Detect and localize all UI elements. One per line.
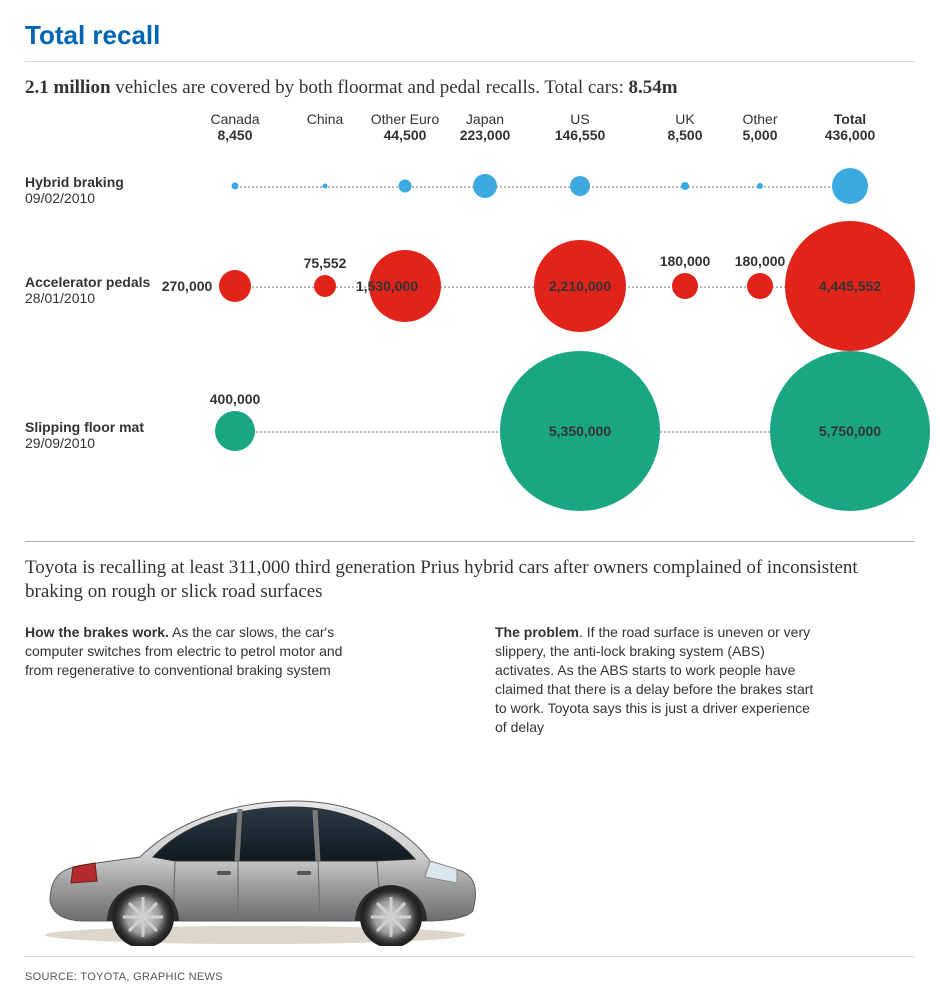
column-value: 146,550 <box>540 127 620 144</box>
bubble-value: 5,750,000 <box>819 423 881 439</box>
bubble <box>570 176 590 196</box>
column-name: Other Euro <box>365 111 445 128</box>
column-name: Canada <box>195 111 275 128</box>
row-date: 09/02/2010 <box>25 190 124 207</box>
bubble-value: 400,000 <box>210 391 261 407</box>
intro-rest: vehicles are covered by both floormat an… <box>111 77 629 98</box>
bubble-value: 75,552 <box>304 255 347 271</box>
page-title: Total recall <box>25 20 915 51</box>
bubble <box>747 273 773 299</box>
divider <box>25 61 915 62</box>
row-name: Slipping floor mat <box>25 419 144 436</box>
column-value: 223,000 <box>445 127 525 144</box>
column-header: Total436,000 <box>810 111 890 145</box>
right-column: The problem. If the road surface is unev… <box>495 623 825 736</box>
column-name: US <box>540 111 620 128</box>
bubble-value: 180,000 <box>735 253 786 269</box>
bubble <box>399 179 412 192</box>
column-header: US146,550 <box>540 111 620 145</box>
column-name: Total <box>810 111 890 128</box>
bubble <box>681 182 689 190</box>
row-label: Accelerator pedals28/01/2010 <box>25 274 150 308</box>
bubble <box>832 168 868 204</box>
source-text: SOURCE: TOYOTA, GRAPHIC NEWS <box>25 971 915 983</box>
column-value: 5,000 <box>720 127 800 144</box>
bubble <box>323 183 328 188</box>
bubble-value: 4,445,552 <box>819 278 881 294</box>
column-name: UK <box>645 111 725 128</box>
intro-lead: 2.1 million <box>25 77 111 98</box>
left-column: How the brakes work. As the car slows, t… <box>25 623 355 736</box>
column-header: Japan223,000 <box>445 111 525 145</box>
divider <box>25 956 915 957</box>
bubble <box>314 275 336 297</box>
column-name: Japan <box>445 111 525 128</box>
column-name: Other <box>720 111 800 128</box>
sub-intro: Toyota is recalling at least 311,000 thi… <box>25 556 915 605</box>
bubble <box>219 270 251 302</box>
right-col-body: . If the road surface is uneven or very … <box>495 624 813 734</box>
column-header: Canada8,450 <box>195 111 275 145</box>
left-col-head: How the brakes work. <box>25 624 169 640</box>
row-date: 28/01/2010 <box>25 290 150 307</box>
bubble <box>757 183 763 189</box>
bubble-chart: Canada8,450 ChinaOther Euro44,500Japan223… <box>25 111 915 531</box>
row-date: 29/09/2010 <box>25 435 144 452</box>
intro-text: 2.1 million vehicles are covered by both… <box>25 76 915 101</box>
divider <box>25 541 915 542</box>
bubble-value: 180,000 <box>660 253 711 269</box>
bubble <box>473 174 497 198</box>
row-label: Slipping floor mat29/09/2010 <box>25 419 144 453</box>
column-header: Other5,000 <box>720 111 800 145</box>
right-col-head: The problem <box>495 624 579 640</box>
row-name: Hybrid braking <box>25 174 124 191</box>
bubble <box>215 411 255 451</box>
body-columns: How the brakes work. As the car slows, t… <box>25 623 915 736</box>
bubble-value: 270,000 <box>162 278 213 294</box>
car-illustration <box>25 736 915 946</box>
column-value: 436,000 <box>810 127 890 144</box>
column-value: 8,500 <box>645 127 725 144</box>
column-header: Other Euro44,500 <box>365 111 445 145</box>
intro-total: 8.54m <box>629 77 678 98</box>
column-name: China <box>285 111 365 128</box>
bubble <box>232 182 239 189</box>
column-header: China <box>285 111 365 128</box>
bubble-value: 5,350,000 <box>549 423 611 439</box>
bubble-value: 2,210,000 <box>549 278 611 294</box>
column-value: 44,500 <box>365 127 445 144</box>
bubble-value: 1,530,000 <box>356 278 418 294</box>
row-label: Hybrid braking09/02/2010 <box>25 174 124 208</box>
column-header: UK8,500 <box>645 111 725 145</box>
row-name: Accelerator pedals <box>25 274 150 291</box>
bubble <box>672 273 698 299</box>
column-value: 8,450 <box>195 127 275 144</box>
car-icon <box>25 761 485 946</box>
